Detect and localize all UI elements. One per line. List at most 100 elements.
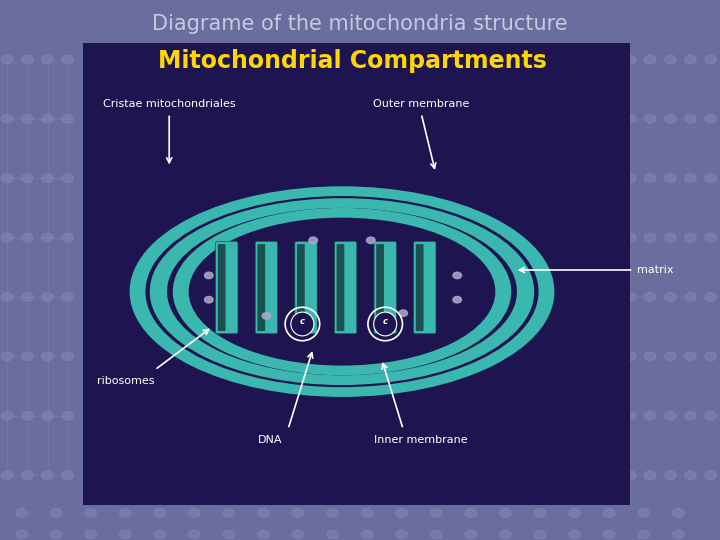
Text: matrix: matrix <box>637 265 674 275</box>
FancyBboxPatch shape <box>217 244 225 331</box>
Circle shape <box>665 55 676 64</box>
Ellipse shape <box>291 312 314 336</box>
Circle shape <box>665 174 676 183</box>
Circle shape <box>1 352 13 361</box>
Circle shape <box>431 509 442 517</box>
Circle shape <box>465 509 477 517</box>
Circle shape <box>262 313 271 319</box>
FancyBboxPatch shape <box>258 244 265 331</box>
Circle shape <box>705 174 716 183</box>
Circle shape <box>1 233 13 242</box>
Circle shape <box>644 55 656 64</box>
FancyBboxPatch shape <box>255 241 277 334</box>
Circle shape <box>154 509 166 517</box>
Circle shape <box>534 530 546 539</box>
Circle shape <box>665 411 676 420</box>
Circle shape <box>644 352 656 361</box>
Circle shape <box>22 114 33 123</box>
Circle shape <box>62 233 73 242</box>
Circle shape <box>685 174 696 183</box>
Circle shape <box>42 293 53 301</box>
Circle shape <box>665 233 676 242</box>
Circle shape <box>644 233 656 242</box>
Ellipse shape <box>145 196 539 387</box>
Circle shape <box>189 509 200 517</box>
Circle shape <box>624 174 636 183</box>
Circle shape <box>62 411 73 420</box>
Circle shape <box>672 509 684 517</box>
Ellipse shape <box>130 186 554 397</box>
Circle shape <box>50 509 62 517</box>
Text: Inner membrane: Inner membrane <box>374 435 468 445</box>
Circle shape <box>705 352 716 361</box>
Circle shape <box>624 471 636 480</box>
Circle shape <box>42 411 53 420</box>
Text: c: c <box>383 317 387 326</box>
Text: c: c <box>300 317 305 326</box>
Circle shape <box>638 530 649 539</box>
Circle shape <box>638 509 649 517</box>
Circle shape <box>685 293 696 301</box>
Circle shape <box>603 509 615 517</box>
Circle shape <box>22 411 33 420</box>
Circle shape <box>644 174 656 183</box>
Circle shape <box>1 411 13 420</box>
FancyBboxPatch shape <box>215 241 238 334</box>
Ellipse shape <box>173 208 511 375</box>
Circle shape <box>50 530 62 539</box>
Circle shape <box>42 174 53 183</box>
Circle shape <box>42 233 53 242</box>
Circle shape <box>309 237 318 244</box>
Circle shape <box>396 530 408 539</box>
Circle shape <box>672 530 684 539</box>
FancyBboxPatch shape <box>295 241 318 334</box>
FancyBboxPatch shape <box>376 244 384 331</box>
Circle shape <box>42 352 53 361</box>
Circle shape <box>292 530 304 539</box>
Text: Diagrame of the mitochondria structure: Diagrame of the mitochondria structure <box>152 14 568 35</box>
Circle shape <box>453 296 462 303</box>
Circle shape <box>665 471 676 480</box>
Circle shape <box>1 471 13 480</box>
Ellipse shape <box>150 198 534 385</box>
Circle shape <box>22 293 33 301</box>
Text: Mitochondrial Compartments: Mitochondrial Compartments <box>158 49 547 73</box>
Circle shape <box>685 471 696 480</box>
Circle shape <box>644 293 656 301</box>
Circle shape <box>327 509 338 517</box>
Circle shape <box>685 411 696 420</box>
Circle shape <box>62 293 73 301</box>
Ellipse shape <box>374 312 397 336</box>
Circle shape <box>62 114 73 123</box>
Circle shape <box>665 293 676 301</box>
FancyBboxPatch shape <box>297 244 305 331</box>
Circle shape <box>62 471 73 480</box>
Circle shape <box>705 55 716 64</box>
Circle shape <box>453 272 462 279</box>
Circle shape <box>665 114 676 123</box>
Circle shape <box>22 352 33 361</box>
Text: DNA: DNA <box>258 435 282 445</box>
Circle shape <box>22 174 33 183</box>
Circle shape <box>685 233 696 242</box>
Circle shape <box>16 530 27 539</box>
Circle shape <box>465 530 477 539</box>
Circle shape <box>705 293 716 301</box>
Circle shape <box>258 509 269 517</box>
Circle shape <box>85 509 96 517</box>
Circle shape <box>62 352 73 361</box>
Circle shape <box>1 114 13 123</box>
Circle shape <box>569 530 580 539</box>
Circle shape <box>366 237 375 244</box>
Circle shape <box>42 55 53 64</box>
Circle shape <box>705 233 716 242</box>
Circle shape <box>120 509 131 517</box>
Circle shape <box>705 471 716 480</box>
Circle shape <box>624 293 636 301</box>
Circle shape <box>258 530 269 539</box>
Circle shape <box>396 509 408 517</box>
Circle shape <box>685 352 696 361</box>
FancyBboxPatch shape <box>413 241 436 334</box>
Circle shape <box>665 352 676 361</box>
Circle shape <box>1 55 13 64</box>
